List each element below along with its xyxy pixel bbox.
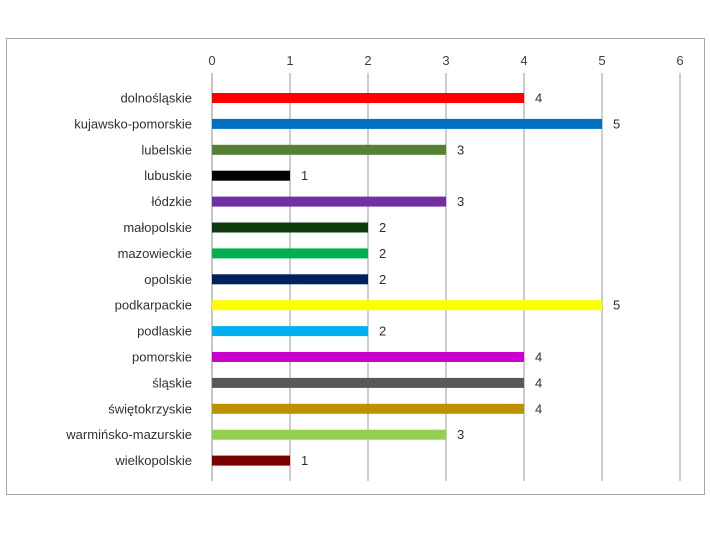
x-tick-label: 0: [208, 53, 215, 68]
value-label: 1: [301, 168, 308, 183]
bar: [212, 222, 368, 233]
value-label: 5: [613, 116, 620, 131]
bar: [212, 196, 446, 207]
value-label: 1: [301, 453, 308, 468]
bar: [212, 248, 368, 259]
category-label: pomorskie: [132, 350, 192, 365]
category-label: opolskie: [144, 272, 192, 287]
category-label: kujawsko-pomorskie: [74, 116, 192, 131]
category-label: łódzkie: [152, 194, 192, 209]
bar: [212, 170, 290, 181]
value-label: 2: [379, 220, 386, 235]
value-label: 5: [613, 298, 620, 313]
bar: [212, 352, 524, 362]
category-label: wielkopolskie: [114, 453, 192, 468]
x-tick-label: 6: [676, 53, 683, 68]
category-label: mazowieckie: [118, 246, 192, 261]
category-label: lubuskie: [144, 168, 192, 183]
category-label: podkarpackie: [115, 298, 192, 313]
value-label: 4: [535, 401, 542, 416]
bar: [212, 455, 290, 466]
x-tick-label: 3: [442, 53, 449, 68]
value-label: 2: [379, 246, 386, 261]
category-label: dolnośląskie: [120, 91, 192, 106]
value-label: 2: [379, 324, 386, 339]
category-label: lubelskie: [141, 142, 192, 157]
value-labels: 4 5 3 1 3 2 2 2 5 2 4 4 4 3 1: [301, 91, 620, 469]
value-label: 3: [457, 142, 464, 157]
x-tick-label: 4: [520, 53, 527, 68]
bar: [212, 429, 446, 440]
bar: [212, 144, 446, 155]
bar: [212, 274, 368, 285]
bar: [212, 93, 524, 103]
value-label: 4: [535, 350, 542, 365]
value-label: 2: [379, 272, 386, 287]
x-tick-label: 1: [286, 53, 293, 68]
bar: [212, 118, 602, 129]
value-label: 4: [535, 375, 542, 390]
category-label: warmińsko-mazurskie: [65, 427, 192, 442]
chart-frame: 0 1 2 3 4 5 6 dolnośląskie kujawsko-pomorskie lu…: [6, 38, 705, 495]
category-labels: dolnośląskie kujawsko-pomorskie lubelskie l…: [65, 91, 192, 469]
category-label: świętokrzyskie: [108, 401, 192, 416]
value-label: 3: [457, 194, 464, 209]
x-tick-labels: 0 1 2 3 4 5 6: [208, 53, 683, 68]
x-tick-label: 2: [364, 53, 371, 68]
category-label: podlaskie: [137, 324, 192, 339]
bar-chart: 0 1 2 3 4 5 6 dolnośląskie kujawsko-pomorskie lu…: [65, 53, 684, 481]
category-label: małopolskie: [123, 220, 192, 235]
value-label: 4: [535, 91, 542, 106]
bar: [212, 377, 524, 388]
bar: [212, 403, 524, 414]
bars: [212, 93, 602, 466]
bar: [212, 326, 368, 337]
bar: [212, 300, 602, 311]
category-label: śląskie: [152, 375, 192, 390]
x-tick-label: 5: [598, 53, 605, 68]
value-label: 3: [457, 427, 464, 442]
